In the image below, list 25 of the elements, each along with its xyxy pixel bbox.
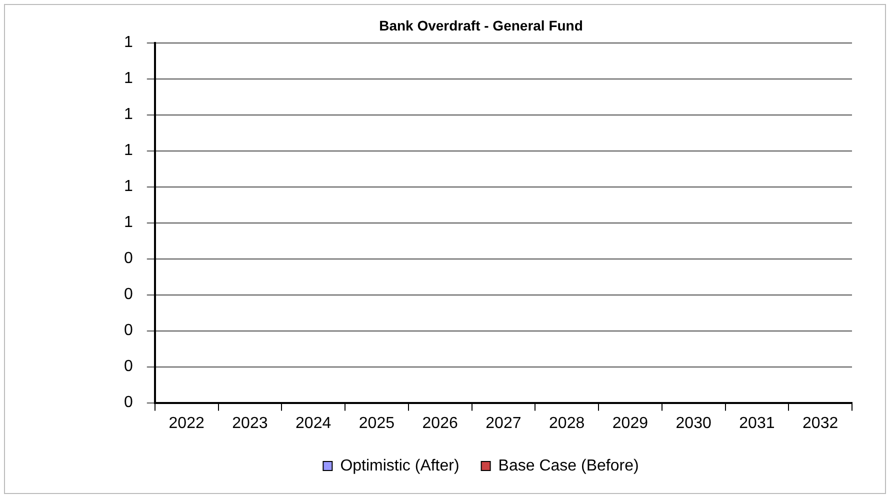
y-tick-label: 0 bbox=[124, 322, 133, 340]
x-tick-label: 2028 bbox=[549, 414, 585, 432]
chart-title: Bank Overdraft - General Fund bbox=[379, 17, 583, 34]
y-tick-label: 1 bbox=[124, 214, 133, 232]
y-tick-label: 1 bbox=[124, 34, 133, 52]
x-tick-label: 2025 bbox=[358, 414, 395, 432]
legend-label: Base Case (Before) bbox=[498, 457, 639, 474]
x-tick-label: 2032 bbox=[802, 414, 838, 432]
y-tick-label: 0 bbox=[124, 250, 133, 268]
x-tick-label: 2024 bbox=[296, 414, 332, 432]
y-tick-label: 0 bbox=[124, 394, 133, 412]
x-tick-label: 2023 bbox=[232, 414, 268, 432]
y-tick-label: 1 bbox=[124, 178, 133, 196]
x-tick-label: 2027 bbox=[486, 414, 522, 432]
x-tick-label: 2022 bbox=[168, 414, 204, 432]
x-tick-label: 2026 bbox=[422, 414, 458, 432]
y-tick-label: 0 bbox=[124, 358, 133, 376]
x-tick-label: 2031 bbox=[739, 414, 775, 432]
x-tick-label: 2029 bbox=[612, 414, 648, 432]
y-tick-label: 1 bbox=[124, 70, 133, 88]
legend-label: Optimistic (After) bbox=[340, 457, 460, 474]
y-tick-label: 0 bbox=[124, 286, 133, 304]
y-tick-label: 1 bbox=[124, 106, 133, 124]
y-tick-label: 1 bbox=[124, 142, 133, 160]
x-tick-label: 2030 bbox=[676, 414, 712, 432]
